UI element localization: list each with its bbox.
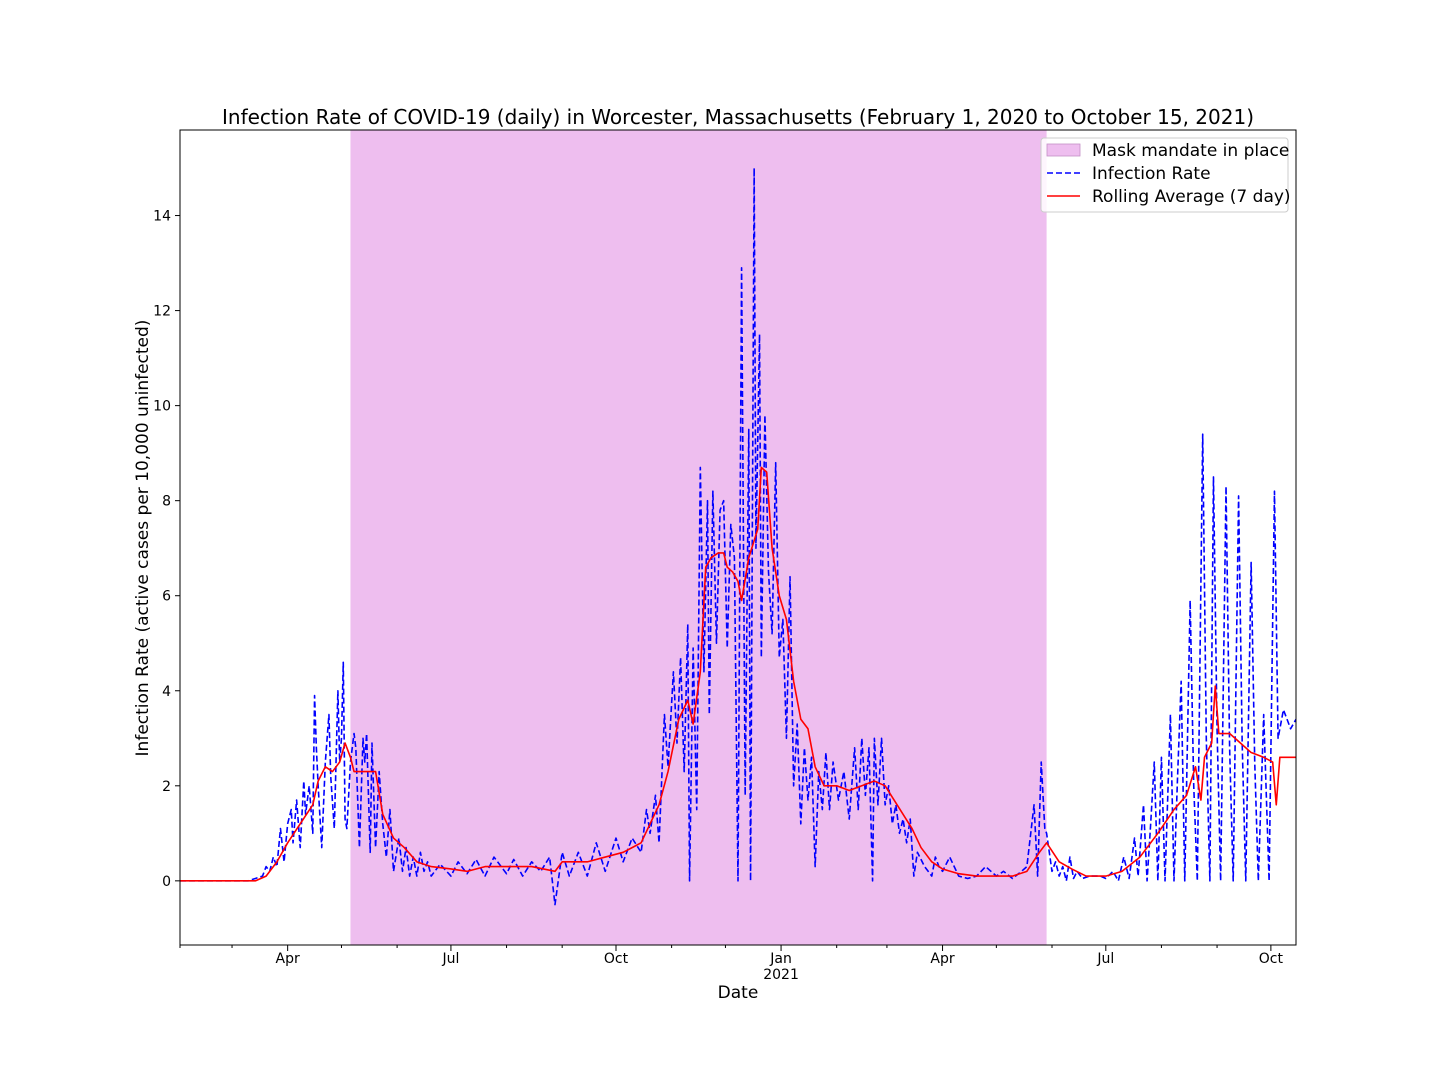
y-tick-label: 8 [162, 494, 171, 510]
y-tick-label: 6 [162, 589, 171, 605]
x-tick-label: Jul [1096, 951, 1114, 967]
x-tick-label: Apr [930, 951, 954, 967]
x-axis-label: Date [718, 983, 759, 1003]
x-tick-label: Oct [1259, 951, 1284, 967]
legend-item-infection-rate-label: Infection Rate [1092, 164, 1211, 184]
y-tick-label: 2 [162, 779, 171, 795]
y-tick-label: 0 [162, 874, 171, 890]
x-tick-label: Jul [441, 951, 459, 967]
x-tick-label: Apr [276, 951, 300, 967]
y-tick-label: 12 [153, 304, 171, 320]
chart-title: Infection Rate of COVID-19 (daily) in Wo… [222, 105, 1254, 129]
y-tick-label: 4 [162, 684, 171, 700]
mask-mandate-span [350, 130, 1047, 945]
series-line-rolling-average [180, 466, 1296, 882]
legend-box [1040, 137, 1289, 213]
x-tick-sublabel: 2021 [763, 967, 799, 983]
y-axis-label: Infection Rate (active cases per 10,000 … [133, 320, 153, 757]
plot-frame [179, 129, 1297, 946]
legend: Mask mandate in place Infection Rate Rolli… [1040, 137, 1291, 213]
legend-item-mask-mandate-swatch [1046, 143, 1081, 157]
y-tick-label: 14 [153, 209, 171, 225]
legend-item-rolling-average-label: Rolling Average (7 day) [1092, 187, 1291, 207]
y-tick-label: 10 [153, 399, 171, 415]
x-tick-label: Oct [604, 951, 629, 967]
x-tick-label: Jan [769, 951, 792, 967]
legend-item-mask-mandate-label: Mask mandate in place [1092, 141, 1289, 161]
